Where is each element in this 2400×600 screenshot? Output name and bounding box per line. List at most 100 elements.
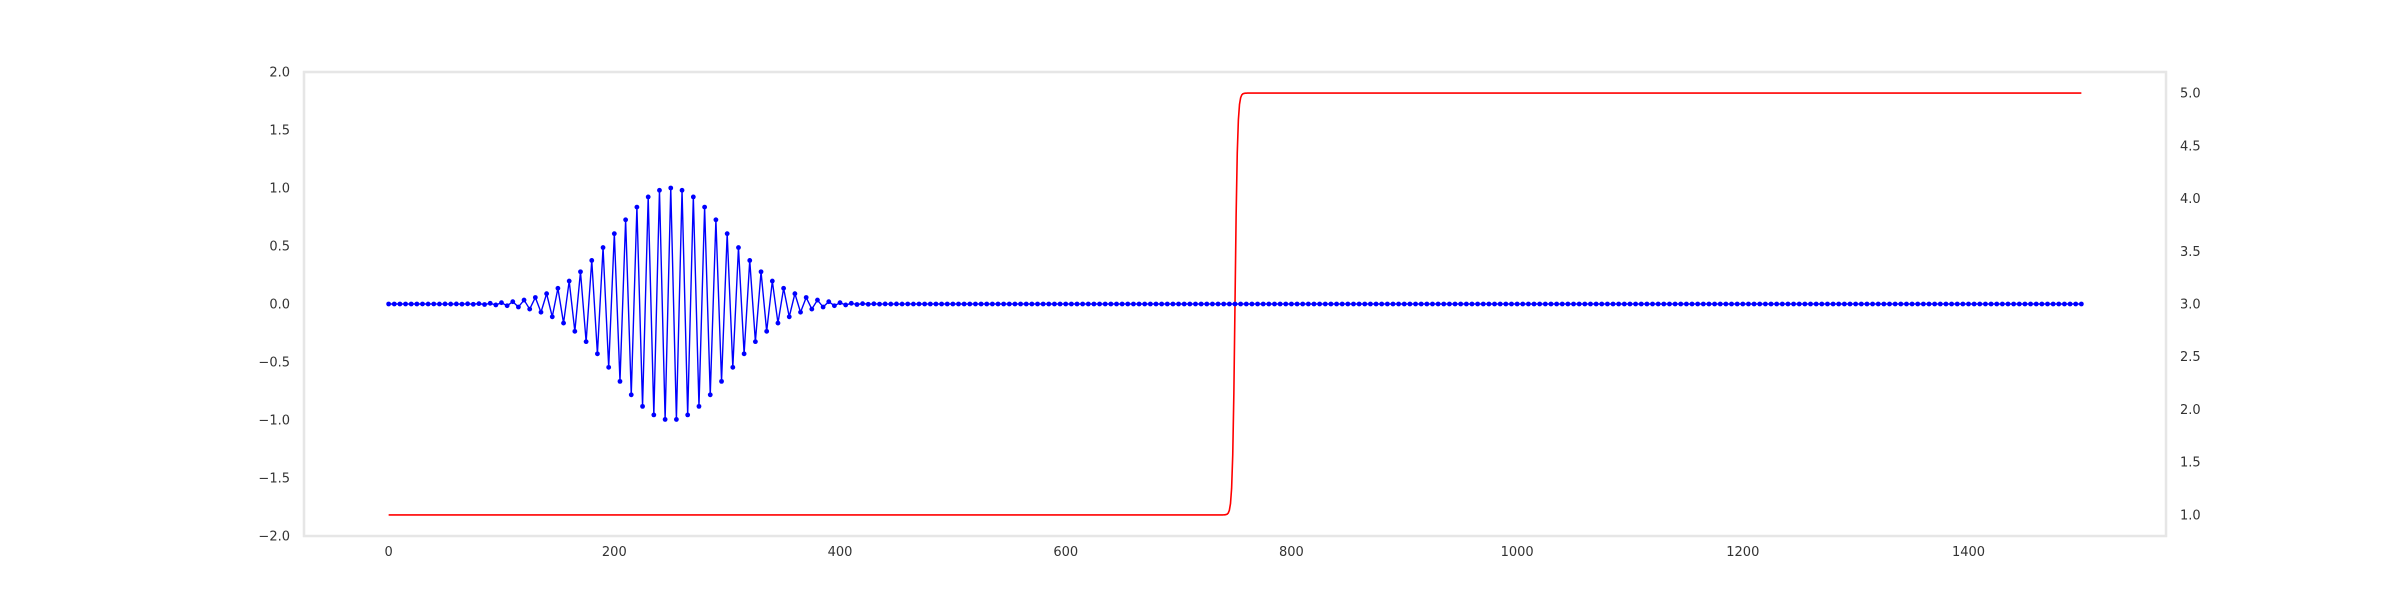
signal-point bbox=[1413, 301, 1418, 307]
signal-point bbox=[922, 301, 928, 307]
signal-point bbox=[1424, 301, 1430, 307]
signal-point bbox=[769, 278, 775, 284]
signal-point bbox=[1779, 301, 1785, 307]
signal-point bbox=[1796, 301, 1802, 307]
signal-point bbox=[572, 328, 578, 334]
signal-point bbox=[1091, 301, 1097, 307]
signal-point bbox=[933, 301, 939, 307]
signal-point bbox=[431, 301, 437, 307]
y2-tick-label: 5.0 bbox=[2180, 87, 2201, 102]
signal-point bbox=[1802, 301, 1808, 307]
signal-point bbox=[1520, 301, 1526, 307]
signal-point bbox=[1193, 301, 1198, 307]
signal-point bbox=[561, 320, 566, 326]
signal-point bbox=[848, 300, 854, 306]
signal-point bbox=[476, 301, 482, 307]
signal-point bbox=[1351, 301, 1356, 307]
signal-point bbox=[391, 301, 397, 307]
signal-point bbox=[1576, 301, 1582, 307]
x-tick-label: 600 bbox=[1053, 545, 1078, 560]
signal-point bbox=[1734, 301, 1740, 307]
signal-point bbox=[459, 301, 465, 307]
signal-point bbox=[1243, 301, 1249, 307]
signal-point bbox=[1898, 301, 1904, 307]
signal-point bbox=[809, 306, 815, 312]
signal-point bbox=[470, 301, 476, 307]
signal-point bbox=[628, 392, 634, 398]
signal-point bbox=[2022, 301, 2028, 307]
y2-tick-label: 4.5 bbox=[2180, 139, 2201, 154]
signal-point bbox=[1672, 301, 1678, 307]
signal-point bbox=[1469, 301, 1475, 307]
signal-point bbox=[1136, 301, 1142, 307]
signal-point bbox=[1035, 301, 1040, 307]
signal-point bbox=[583, 339, 589, 345]
signal-point bbox=[1328, 301, 1334, 307]
signal-point bbox=[871, 301, 877, 307]
signal-point bbox=[662, 417, 668, 422]
signal-point bbox=[1667, 301, 1672, 307]
signal-point bbox=[1226, 301, 1232, 307]
signal-point bbox=[1847, 301, 1853, 307]
signal-point bbox=[685, 412, 691, 418]
signal-point bbox=[1379, 301, 1385, 307]
signal-point bbox=[1627, 301, 1633, 307]
signal-point bbox=[905, 301, 911, 307]
signal-point bbox=[403, 301, 408, 307]
signal-point bbox=[1475, 301, 1481, 307]
signal-point bbox=[1514, 301, 1520, 307]
signal-point bbox=[1537, 301, 1543, 307]
y-tick-label: −2.0 bbox=[258, 530, 290, 545]
signal-point bbox=[606, 364, 612, 370]
signal-point bbox=[826, 299, 832, 305]
signal-point bbox=[995, 301, 1001, 307]
signal-point bbox=[1480, 301, 1486, 307]
signal-point bbox=[741, 351, 747, 357]
signal-point bbox=[1046, 301, 1052, 307]
signal-point bbox=[1159, 301, 1165, 307]
x-tick-label: 1000 bbox=[1501, 545, 1534, 560]
signal-point bbox=[1655, 301, 1661, 307]
signal-point bbox=[758, 269, 764, 275]
signal-point bbox=[1729, 301, 1734, 307]
signal-point bbox=[877, 301, 882, 307]
signal-point bbox=[1401, 301, 1407, 307]
y-tick-label: 0.5 bbox=[269, 240, 290, 255]
signal-point bbox=[408, 301, 414, 307]
signal-point bbox=[1210, 301, 1215, 307]
signal-point bbox=[1085, 301, 1091, 307]
signal-point bbox=[1582, 301, 1588, 307]
signal-point bbox=[420, 301, 425, 307]
signal-point bbox=[1305, 301, 1311, 307]
signal-point bbox=[1999, 301, 2005, 307]
signal-point bbox=[1006, 301, 1012, 307]
series-layer bbox=[386, 92, 2084, 516]
signal-point bbox=[1447, 301, 1452, 307]
signal-point bbox=[1559, 301, 1565, 307]
signal-point bbox=[2050, 301, 2056, 307]
signal-point bbox=[1458, 301, 1464, 307]
signal-point bbox=[465, 301, 471, 307]
signal-point bbox=[437, 301, 442, 307]
signal-point bbox=[1870, 301, 1875, 307]
signal-point bbox=[1238, 301, 1244, 307]
signal-point bbox=[702, 204, 708, 210]
signal-point bbox=[1836, 301, 1842, 307]
signal-point bbox=[1204, 301, 1210, 307]
signal-point bbox=[1322, 301, 1328, 307]
signal-point bbox=[1915, 301, 1921, 307]
signal-point bbox=[1441, 301, 1447, 307]
signal-point bbox=[1746, 301, 1751, 307]
y2-tick-label: 3.0 bbox=[2180, 298, 2201, 313]
signal-point bbox=[1683, 301, 1689, 307]
signal-point bbox=[1983, 301, 1988, 307]
signal-point bbox=[1825, 301, 1830, 307]
signal-point bbox=[504, 303, 510, 309]
signal-point bbox=[1080, 301, 1086, 307]
signal-point bbox=[521, 297, 527, 303]
signal-point bbox=[1706, 301, 1712, 307]
signal-point bbox=[1949, 301, 1954, 307]
signal-point bbox=[1057, 301, 1063, 307]
